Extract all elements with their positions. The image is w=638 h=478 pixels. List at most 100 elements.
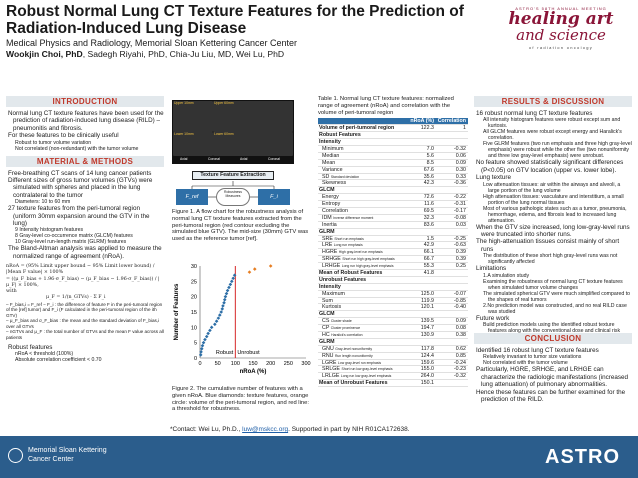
table-cell-corr: -0.85	[453, 297, 466, 304]
feature-name: Mean of Unrobust Features	[319, 380, 388, 387]
table-cell-nroa: 159.6	[420, 359, 434, 366]
conference-line1: healing art	[508, 9, 614, 29]
sub-bullet-item: Low attenuation tissues: air within the …	[483, 181, 621, 194]
table-row: Kurtosis 120.1 -0.40	[318, 304, 468, 312]
feature-name: Robust Features	[319, 132, 361, 139]
table-row: GNU Gray-level nonuniformity 117.8 0.62	[318, 346, 468, 353]
bullet-item: Normal lung CT texture features have bee…	[8, 110, 164, 132]
sub-bullet-item: Diameters: 10 to 60 mm	[15, 199, 71, 206]
table-cell-nroa: 35.6	[423, 173, 434, 180]
table-row: Maximum 125.0 -0.07	[318, 291, 468, 298]
table-cell-name: CS Cluster shade	[318, 318, 410, 324]
table-cell-nroa: 42.9	[423, 242, 434, 249]
left-column: INTRODUCTION Normal lung CT texture feat…	[6, 96, 164, 363]
right-column: RESULTS & DISCUSSION 16 robust normal lu…	[474, 96, 632, 340]
table-row: LRHGE Long run high gray-level emphasis 5…	[318, 263, 468, 270]
conference-logo: ASTRO'S 58TH ANNUAL MEETING healing art …	[490, 6, 632, 68]
y-tick-label: 5	[194, 341, 197, 347]
feature-name: SRLGE	[322, 366, 340, 373]
sub-bullet-item: 2.No prediction model was constructed, a…	[483, 302, 627, 315]
table-row: HC Haralick's correlation 130.9 0.38	[318, 332, 468, 339]
table-cell-corr: -0.24	[453, 359, 466, 366]
co-authors: , Sadegh Riyahi, PhD, Chia-Ju Liu, MD, W…	[82, 49, 285, 59]
feature-fullname: Long run high gray-level emphasis	[341, 264, 394, 269]
bullet-item: Lung texture	[476, 174, 512, 182]
table-cell-nroa: 8.5	[426, 159, 434, 166]
table1-blank-header	[318, 118, 404, 124]
bullet-item: Hence these features can be further exam…	[476, 388, 626, 404]
bullet-item: Particularly, HGRE, SRHGE, and LRHGE can…	[476, 366, 629, 389]
contact-line: *Contact: Wei Lu, Ph.D., luw@mskcc.org. …	[170, 426, 410, 433]
feature-fullname: Inverse difference moment	[333, 215, 374, 220]
table-cell-name: GLRM	[318, 339, 468, 345]
table-cell-nroa: 125.0	[420, 290, 434, 297]
table-cell-corr: -0.17	[453, 207, 466, 214]
poster-title: Robust Normal Lung CT Texture Features f…	[6, 3, 464, 37]
feature-point	[232, 273, 237, 277]
bullet-item: Different sizes of gross tumor volumes (…	[8, 177, 153, 199]
table-row: LGRE Low gray-level run emphasis 159.6 -0.…	[318, 360, 468, 367]
robust-criteria: Robust features nRoA < threshold (100%) Ab…	[6, 344, 164, 363]
table-cell-name: Entropy	[318, 201, 410, 207]
texture-extraction-box: Texture Feature Extraction	[192, 171, 274, 180]
table-group-row: Robust Features	[318, 132, 468, 140]
table-row: LRE Long run emphasis 42.9 -0.63	[318, 242, 468, 250]
bullet-item: Robust features	[8, 343, 53, 351]
table-cell-nroa: 117.8	[421, 345, 434, 352]
table-cell-nroa: 55.3	[423, 263, 434, 270]
table-cell-corr: -0.25	[453, 235, 466, 242]
table-cell-nroa: 119.9	[421, 297, 434, 304]
bullet-item: For these features to be clinically usef…	[8, 132, 119, 140]
feature-name: Intensity	[319, 139, 341, 146]
table-row: SD Standard deviation 35.6 0.33	[318, 174, 468, 181]
table-row: Inertia 83.6 0.03	[318, 222, 468, 229]
feature-fullname: Short run high gray-level emphasis	[342, 257, 395, 262]
feature-name: Inertia	[322, 221, 337, 228]
table-cell-corr: 0.08	[455, 325, 466, 332]
table-cell-name: Mean of Unrobust Features	[318, 380, 410, 386]
ct-label: Lower 60mm	[214, 132, 234, 136]
sub-bullet-item: Not correlated (non-redundant) with the …	[15, 145, 139, 152]
msk-logo-text: Memorial Sloan Kettering Cancer Center	[28, 447, 107, 464]
table-cell-nroa: 122.3	[420, 125, 434, 132]
table-row: Entropy 11.6 -0.31	[318, 201, 468, 208]
lead-author: Wookjin Choi, PhD	[6, 49, 83, 59]
feature-fullname: Long run emphasis	[333, 243, 363, 248]
f-i-node: F_i	[258, 189, 290, 205]
feature-name: SRHGE	[322, 256, 341, 263]
table-cell-nroa: 11.6	[424, 201, 434, 208]
x-tick-label: 100	[231, 361, 240, 367]
sub-bullet-item: All GLCM features were robust except ene…	[483, 129, 622, 142]
table-cell-name: LGRE Low gray-level run emphasis	[318, 360, 410, 366]
results-body: 16 robust normal lung CT texture feature…	[474, 110, 632, 340]
table-row: HGRE High gray-level run emphasis 66.1 0.3…	[318, 249, 468, 257]
table-cell-nroa: 194.7	[420, 325, 434, 332]
feature-point	[208, 328, 212, 333]
feature-name: Volume of peri-tumoral region	[319, 125, 395, 132]
table-cell-nroa: 41.8	[423, 269, 434, 276]
table-cell-corr: -0.08	[453, 214, 466, 221]
sub-bullet-item: Absolute correlation coefficient < 0.70	[15, 357, 102, 364]
ct-image-lower-10: Lower 10mm	[173, 132, 213, 156]
table-cell-name: Median	[318, 153, 410, 159]
table-cell-nroa: 83.6	[423, 221, 434, 228]
feature-point	[219, 310, 223, 314]
plane-label: Coronal	[268, 157, 280, 161]
msk-logo-icon	[8, 448, 23, 463]
x-tick-label: 300	[301, 361, 310, 367]
sub-bullet-item: The simulated spherical GTV were much si…	[483, 290, 631, 303]
msk-line1: Memorial Sloan Kettering	[28, 447, 107, 454]
feature-point	[223, 294, 228, 299]
sub-bullet-item: High attenuation tissues: vasculature an…	[483, 193, 624, 206]
table-cell-name: GNU Gray-level nonuniformity	[318, 346, 410, 352]
table-cell-name: CP Cluster prominence	[318, 325, 410, 331]
feature-fullname: Standard deviation	[330, 174, 360, 179]
formula-nroa: nRoA = (95% Limit upper bound − 95% Limi…	[6, 264, 155, 276]
contact-email-link[interactable]: luw@mskcc.org	[242, 426, 289, 433]
intro-heading: INTRODUCTION	[6, 96, 164, 107]
feature-point	[209, 325, 214, 330]
flow-chart: Texture Feature Extraction F_ref Robustn…	[172, 166, 294, 238]
feature-point	[203, 337, 207, 342]
feature-name: SD	[322, 173, 330, 180]
table-cell-name: LRLGE Long run low gray-level emphasis	[318, 373, 410, 379]
